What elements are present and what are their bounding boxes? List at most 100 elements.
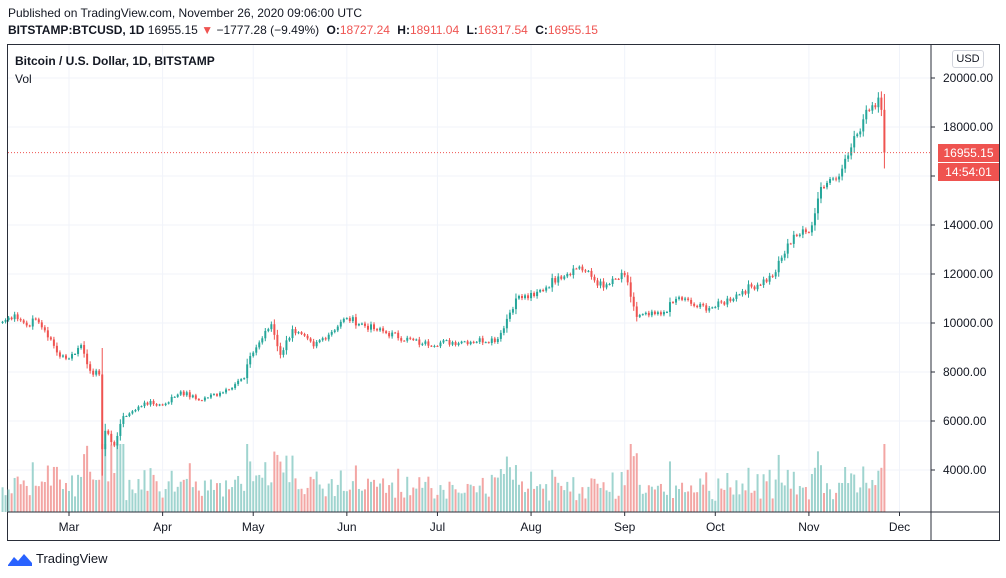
candle-body <box>816 198 819 214</box>
candle-body <box>524 295 527 299</box>
candle-body <box>623 272 626 276</box>
candle-body <box>430 345 433 347</box>
candle-body <box>442 340 445 343</box>
volume-bar <box>478 485 481 512</box>
volume-bar <box>309 476 312 512</box>
candle-body <box>68 358 70 360</box>
volume-bar <box>590 478 593 512</box>
volume-bar <box>291 455 294 512</box>
volume-bar <box>771 498 774 512</box>
volume-bar <box>832 499 835 512</box>
candle-body <box>632 296 635 307</box>
low-value: 16317.54 <box>477 23 528 37</box>
candle-body <box>499 332 502 339</box>
candle-body <box>58 352 61 357</box>
candle-body <box>366 325 369 330</box>
candle-body <box>838 176 841 180</box>
time-tick-label: May <box>242 520 265 534</box>
candle-body <box>146 402 149 405</box>
candle-body <box>203 397 206 401</box>
candle-body <box>324 338 327 340</box>
candle-body <box>672 302 674 304</box>
candle-body <box>741 291 744 295</box>
volume-bar <box>448 481 451 512</box>
volume-bar <box>206 490 209 512</box>
volume-bar <box>877 470 880 512</box>
volume-bar <box>490 474 493 512</box>
volume-bar <box>231 487 234 512</box>
change-arrow-icon: ▼ <box>201 23 214 37</box>
candle-body <box>363 323 366 326</box>
volume-bar <box>212 489 215 512</box>
candle-body <box>853 136 856 148</box>
volume-bar <box>816 451 819 512</box>
candle-body <box>71 354 74 359</box>
footer[interactable]: TradingView <box>8 551 108 566</box>
candle-body <box>877 97 880 108</box>
volume-bar <box>853 474 856 512</box>
currency-button[interactable]: USD <box>952 50 984 68</box>
price-tick-label: 18000.00 <box>943 120 993 134</box>
candle-body <box>312 341 315 347</box>
volume-bar <box>101 444 104 512</box>
volume-bar <box>545 484 548 512</box>
volume-bar <box>436 494 439 512</box>
volume-bar <box>7 489 10 512</box>
volume-bar <box>593 478 596 512</box>
candle-body <box>539 289 542 292</box>
volume-bar <box>442 489 445 512</box>
volume-bar <box>469 484 472 512</box>
volume-bar <box>215 483 218 512</box>
volume-bar <box>732 494 735 512</box>
candle-body <box>382 328 385 332</box>
volume-bar <box>403 497 406 512</box>
volume-bar <box>581 487 584 512</box>
candle-body <box>478 338 481 342</box>
volume-bar <box>418 477 421 512</box>
volume-bar <box>249 461 252 512</box>
candle-body <box>856 134 859 137</box>
candle-body <box>472 341 475 343</box>
volume-bar <box>542 488 545 512</box>
candle-body <box>182 391 185 396</box>
volume-bar <box>711 499 714 512</box>
candle-body <box>158 404 161 406</box>
volume-bar <box>472 486 475 512</box>
candle-body <box>463 341 466 343</box>
volume-bar <box>638 484 641 512</box>
candle-body <box>288 338 291 341</box>
candle-body <box>569 273 572 276</box>
volume-bar <box>871 479 874 512</box>
candle-body <box>152 401 155 405</box>
volume-bar <box>333 496 336 512</box>
volume-bar <box>804 487 807 512</box>
candle-body <box>137 406 140 410</box>
candle-body <box>490 338 493 344</box>
volume-bar <box>874 485 877 512</box>
candle-body <box>46 330 49 338</box>
candle-body <box>376 329 379 331</box>
volume-bar <box>134 493 137 512</box>
candle-body <box>505 318 508 329</box>
candle-body <box>611 278 614 284</box>
volume-bar <box>107 481 110 512</box>
volume-bar <box>92 479 95 512</box>
volume-bar <box>125 500 128 512</box>
volume-bar <box>856 492 859 512</box>
candle-body <box>237 380 240 385</box>
volume-bar <box>841 483 844 512</box>
candle-body <box>409 337 412 339</box>
candle-body <box>297 332 300 334</box>
candle-body <box>581 266 584 271</box>
volume-bar <box>810 474 813 512</box>
candle-body <box>786 243 789 254</box>
volume-bar <box>318 484 321 512</box>
candle-body <box>684 298 687 300</box>
volume-bar <box>89 471 92 512</box>
volume-bar <box>55 466 58 512</box>
volume-bar <box>599 487 602 512</box>
volume-bar <box>342 490 345 512</box>
candle-body <box>412 338 415 340</box>
candle-body <box>844 158 847 169</box>
